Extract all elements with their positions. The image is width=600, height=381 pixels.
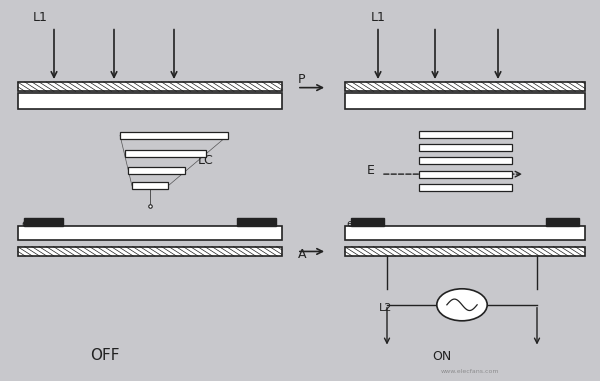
Bar bbox=[132, 182, 168, 189]
Bar bbox=[419, 184, 511, 191]
Circle shape bbox=[437, 289, 487, 321]
Text: L1: L1 bbox=[33, 11, 48, 24]
Bar bbox=[419, 171, 511, 178]
Text: A: A bbox=[298, 248, 307, 261]
Text: e1: e1 bbox=[21, 219, 35, 229]
Text: L1: L1 bbox=[371, 11, 386, 24]
Bar bbox=[419, 157, 511, 164]
Bar bbox=[18, 247, 282, 256]
Bar bbox=[18, 226, 282, 240]
Text: e2: e2 bbox=[243, 219, 257, 229]
Bar bbox=[419, 144, 511, 151]
Text: e2: e2 bbox=[558, 219, 572, 229]
Text: L2: L2 bbox=[379, 303, 392, 312]
Text: E: E bbox=[367, 164, 375, 177]
Bar bbox=[237, 218, 276, 226]
Text: e1: e1 bbox=[347, 219, 361, 229]
Bar bbox=[120, 132, 228, 139]
Bar bbox=[24, 218, 63, 226]
Text: www.elecfans.com: www.elecfans.com bbox=[441, 369, 499, 374]
Bar bbox=[351, 218, 384, 226]
Text: P: P bbox=[298, 73, 306, 86]
Text: LC: LC bbox=[198, 154, 214, 167]
Bar bbox=[18, 82, 282, 91]
Bar bbox=[345, 226, 585, 240]
Bar bbox=[18, 93, 282, 109]
Bar bbox=[125, 150, 205, 157]
Bar bbox=[345, 82, 585, 91]
Text: ON: ON bbox=[432, 350, 451, 363]
Bar bbox=[128, 167, 185, 174]
Text: OFF: OFF bbox=[90, 348, 119, 363]
Bar bbox=[546, 218, 579, 226]
Bar bbox=[345, 93, 585, 109]
Bar bbox=[419, 131, 511, 138]
Bar bbox=[345, 247, 585, 256]
